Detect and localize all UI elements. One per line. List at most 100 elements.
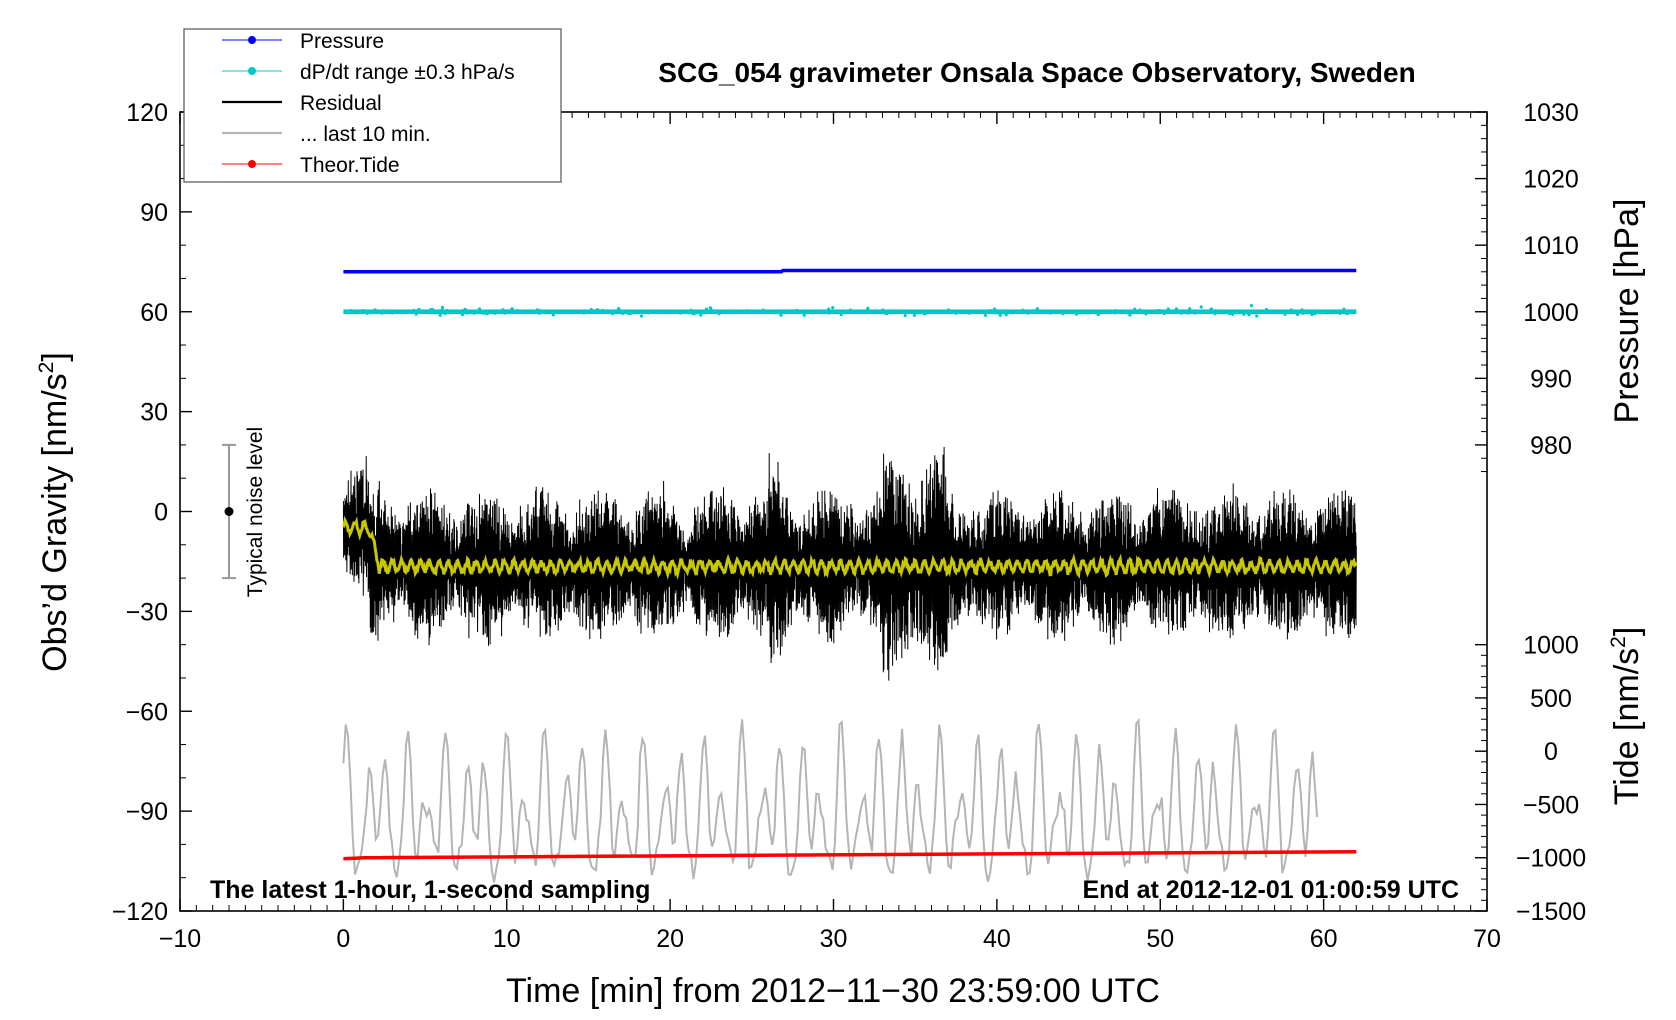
dpdt-point	[1083, 311, 1088, 315]
x-tick-label: 40	[983, 925, 1011, 953]
legend-label: Pressure	[300, 30, 384, 53]
dpdt-point	[639, 314, 644, 318]
dpdt-point	[1231, 312, 1235, 316]
dpdt-point	[1189, 309, 1193, 313]
x-axis: −10 0 10 20 30 40 50 60 70	[159, 112, 1501, 953]
dpdt-point	[1260, 309, 1264, 313]
y-right-axis: 980 990 1000 1010 1020 1030 −1500 −1000 −500 0 500…	[1475, 99, 1586, 926]
dpdt-point	[477, 307, 482, 311]
x-tick-label: 10	[493, 925, 521, 953]
dpdt-point	[951, 310, 955, 315]
dpdt-point	[1088, 310, 1093, 314]
dpdt-point	[780, 309, 785, 313]
series-layer	[341, 268, 1358, 883]
x-tick-label: −10	[159, 925, 201, 953]
dpdt-point	[1138, 308, 1142, 312]
dpdt-point	[412, 308, 416, 312]
dpdt-point	[1186, 311, 1190, 315]
dpdt-point	[795, 308, 799, 312]
dpdt-point	[607, 310, 611, 314]
dpdt-point	[1318, 309, 1322, 313]
dpdt-point	[1209, 307, 1213, 311]
dpdt-point	[1323, 309, 1327, 313]
dpdt-point	[1048, 311, 1052, 315]
dpdt-point	[1342, 307, 1346, 311]
y-right-top-axis-title: Pressure [hPa]	[1608, 199, 1646, 424]
dpdt-point	[516, 309, 520, 313]
dpdt-point	[382, 309, 386, 313]
x-tick-label: 70	[1473, 925, 1501, 953]
dpdt-point	[691, 312, 695, 316]
dpdt-point	[726, 309, 730, 313]
dpdt-point	[685, 309, 689, 313]
y-left-title-end: ]	[36, 352, 74, 361]
dpdt-point	[647, 311, 651, 315]
dpdt-point	[500, 310, 504, 314]
dpdt-point	[1179, 311, 1183, 315]
dpdt-point	[1060, 311, 1064, 315]
dpdt-point	[1346, 309, 1350, 313]
dpdt-point	[839, 313, 843, 317]
dpdt-point	[708, 306, 713, 310]
x-tick-label: 30	[820, 925, 848, 953]
dpdt-point	[1188, 307, 1192, 311]
dpdt-point	[482, 311, 486, 315]
y-left-tick-label: −60	[126, 698, 168, 726]
dpdt-point	[1294, 310, 1298, 314]
dpdt-point	[857, 310, 861, 314]
y-left-axis: −120 −90 −60 −30 0 30 60 90 120	[112, 99, 192, 926]
dpdt-point	[380, 311, 384, 315]
dpdt-point	[689, 308, 693, 312]
dpdt-point	[601, 308, 605, 313]
dpdt-point	[460, 311, 464, 316]
dpdt-point	[503, 309, 507, 313]
dpdt-point	[1008, 309, 1012, 313]
y-left-tick-label: 120	[126, 99, 168, 127]
dpdt-point	[368, 311, 372, 315]
dpdt-point	[702, 310, 707, 314]
dpdt-point	[1098, 310, 1102, 314]
dpdt-point	[993, 307, 997, 311]
dpdt-point	[827, 311, 831, 315]
dpdt-point	[1247, 312, 1251, 317]
dpdt-point	[1306, 309, 1310, 313]
dpdt-point	[1313, 311, 1317, 316]
dpdt-point	[678, 311, 682, 315]
dpdt-point	[1021, 308, 1025, 312]
dpdt-point	[1011, 311, 1015, 315]
tide-tick-label: 1000	[1523, 632, 1579, 660]
tide-title-sup: 2	[1607, 636, 1630, 648]
dpdt-point	[1075, 312, 1079, 316]
pressure-tick-label: 980	[1530, 432, 1572, 460]
dpdt-point	[1249, 304, 1253, 308]
dpdt-point	[704, 307, 709, 311]
dpdt-point	[547, 309, 551, 313]
dpdt-point	[589, 308, 593, 312]
dpdt-point	[1005, 309, 1009, 313]
pressure-tick-label: 1010	[1523, 232, 1579, 260]
dpdt-point	[714, 310, 719, 314]
dpdt-point	[978, 309, 982, 313]
legend-label: Residual	[300, 92, 382, 115]
pressure-tick-label: 1030	[1523, 99, 1579, 127]
dpdt-point	[992, 311, 996, 315]
dpdt-point	[429, 308, 433, 312]
dpdt-point	[390, 311, 394, 315]
dpdt-point	[534, 310, 538, 314]
dpdt-point	[417, 307, 421, 311]
dpdt-point	[798, 310, 802, 314]
noise-label: Typical noise level	[244, 427, 267, 597]
legend-label: Theor.Tide	[300, 154, 400, 177]
dpdt-point	[1026, 311, 1030, 315]
dpdt-point	[506, 309, 510, 313]
dpdt-point	[922, 312, 926, 316]
tide-tick-label: −1500	[1516, 898, 1586, 926]
dpdt-point	[447, 310, 451, 314]
y-left-title-sup: 2	[35, 362, 58, 374]
dpdt-point	[611, 312, 615, 316]
dpdt-point	[909, 310, 913, 315]
tide-tick-label: 500	[1530, 685, 1572, 713]
dpdt-point	[552, 310, 556, 314]
dpdt-point	[912, 313, 917, 317]
dpdt-point	[954, 311, 958, 315]
